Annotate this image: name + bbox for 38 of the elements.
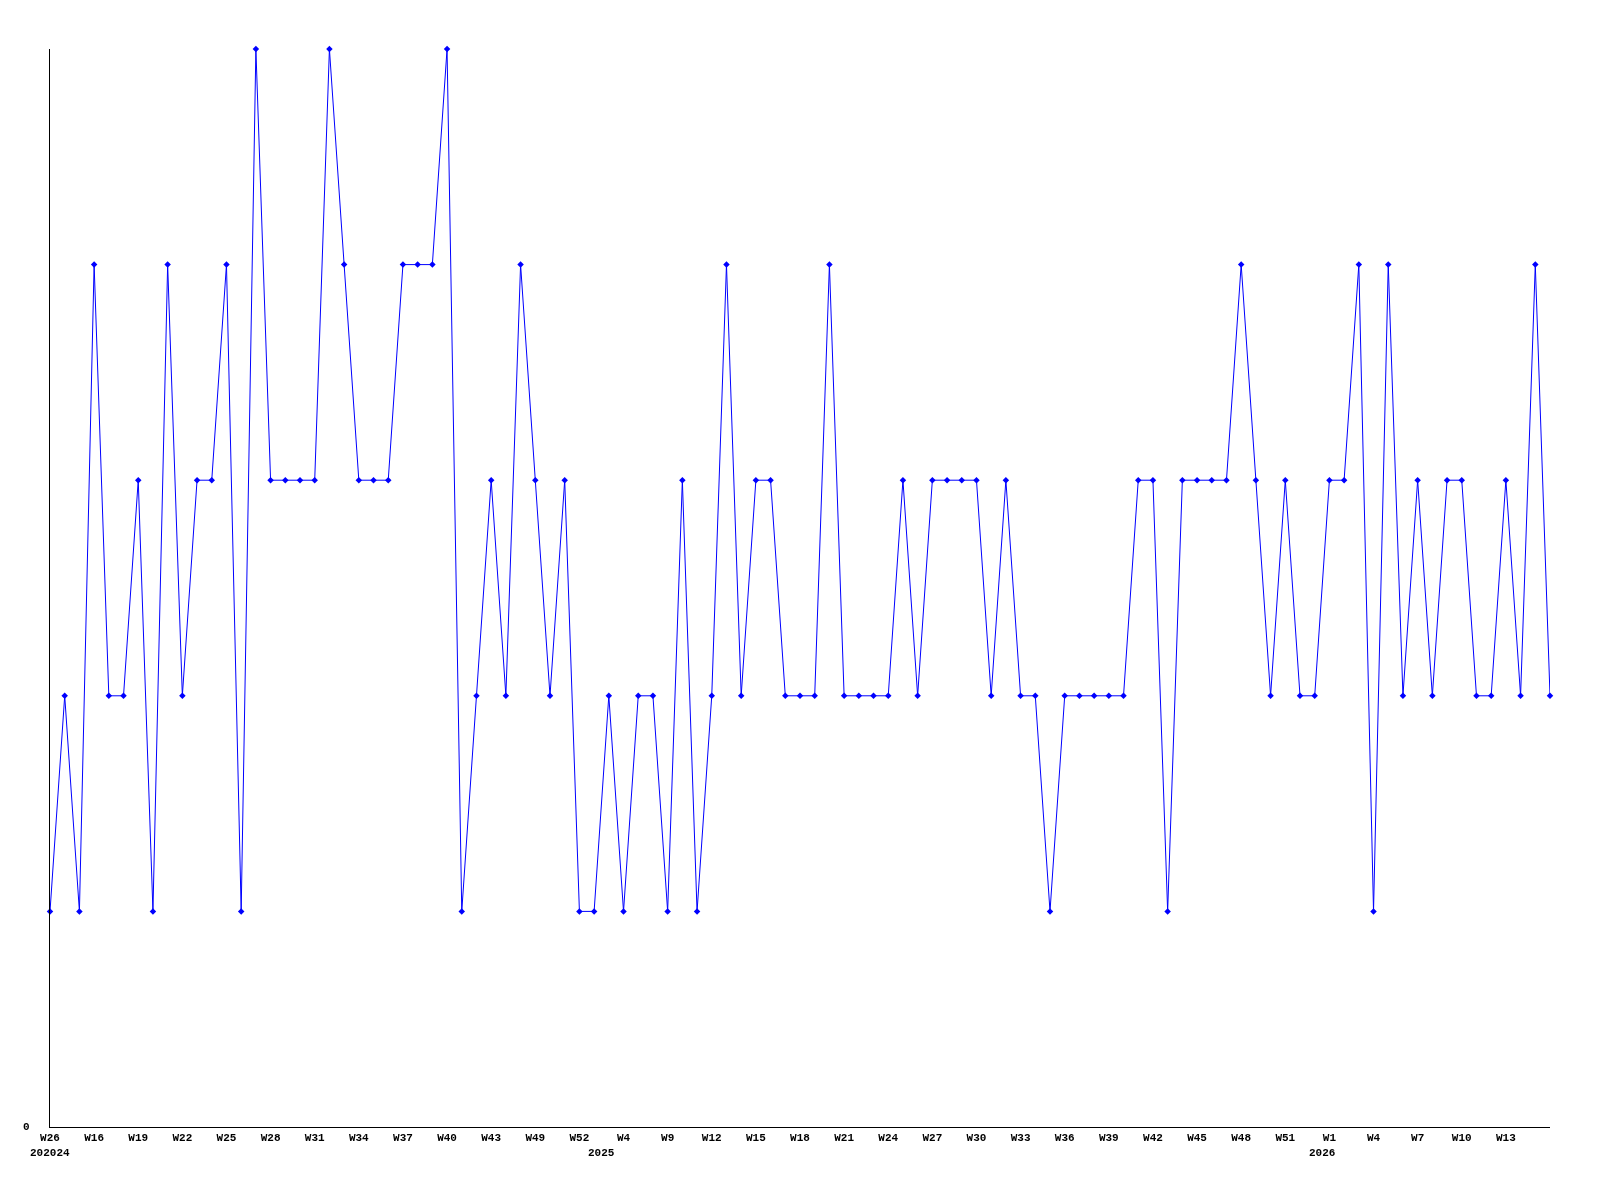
x-tick-label: W27 <box>922 1132 943 1145</box>
text: 202024 <box>30 1147 71 1159</box>
x-tick-label: W40 <box>437 1132 457 1145</box>
x-tick-label: W16 <box>84 1132 105 1145</box>
x-tick-label: W48 <box>1231 1132 1252 1145</box>
x-tick-label: W49 <box>525 1132 546 1145</box>
x-tick-label: W12 <box>701 1132 722 1145</box>
x-tick-label: W33 <box>1010 1132 1031 1145</box>
x-tick-label: W45 <box>1187 1132 1208 1145</box>
x-tick-label: W9 <box>661 1132 675 1145</box>
x-tick-label: W30 <box>966 1132 987 1145</box>
x-tick-label: W19 <box>128 1132 149 1145</box>
x-tick-label: W15 <box>745 1132 767 1145</box>
x-tick-label: W18 <box>790 1132 811 1145</box>
x-tick-label: W21 <box>834 1132 855 1145</box>
x-tick-label: W13 <box>1495 1132 1517 1145</box>
text: 0 <box>23 1121 30 1133</box>
x-tick-label: W31 <box>304 1132 326 1145</box>
text: 2026 <box>1309 1147 1336 1159</box>
x-tick-label: W7 <box>1411 1132 1425 1145</box>
x-tick-label: W10 <box>1451 1132 1472 1145</box>
x-tick-label: W4 <box>1366 1132 1381 1145</box>
x-tick-label: W42 <box>1143 1132 1163 1145</box>
x-tick-label: W36 <box>1054 1132 1075 1145</box>
x-tick-label: W51 <box>1275 1132 1296 1145</box>
x-tick-label: W4 <box>616 1132 631 1145</box>
x-tick-label: W37 <box>393 1132 413 1145</box>
x-tick-label: W39 <box>1098 1132 1119 1145</box>
x-tick-label: W34 <box>348 1132 370 1145</box>
x-tick-label: W43 <box>481 1132 502 1145</box>
x-tick-label: W24 <box>878 1132 899 1145</box>
text: 2025 <box>588 1147 615 1159</box>
x-tick-label: W52 <box>569 1132 590 1145</box>
x-tick-label: W28 <box>260 1132 281 1145</box>
x-tick-label: W25 <box>216 1132 237 1145</box>
x-tick-label: W1 <box>1322 1132 1337 1145</box>
x-tick-label: W22 <box>172 1132 193 1145</box>
x-tick-label: W26 <box>40 1132 60 1145</box>
